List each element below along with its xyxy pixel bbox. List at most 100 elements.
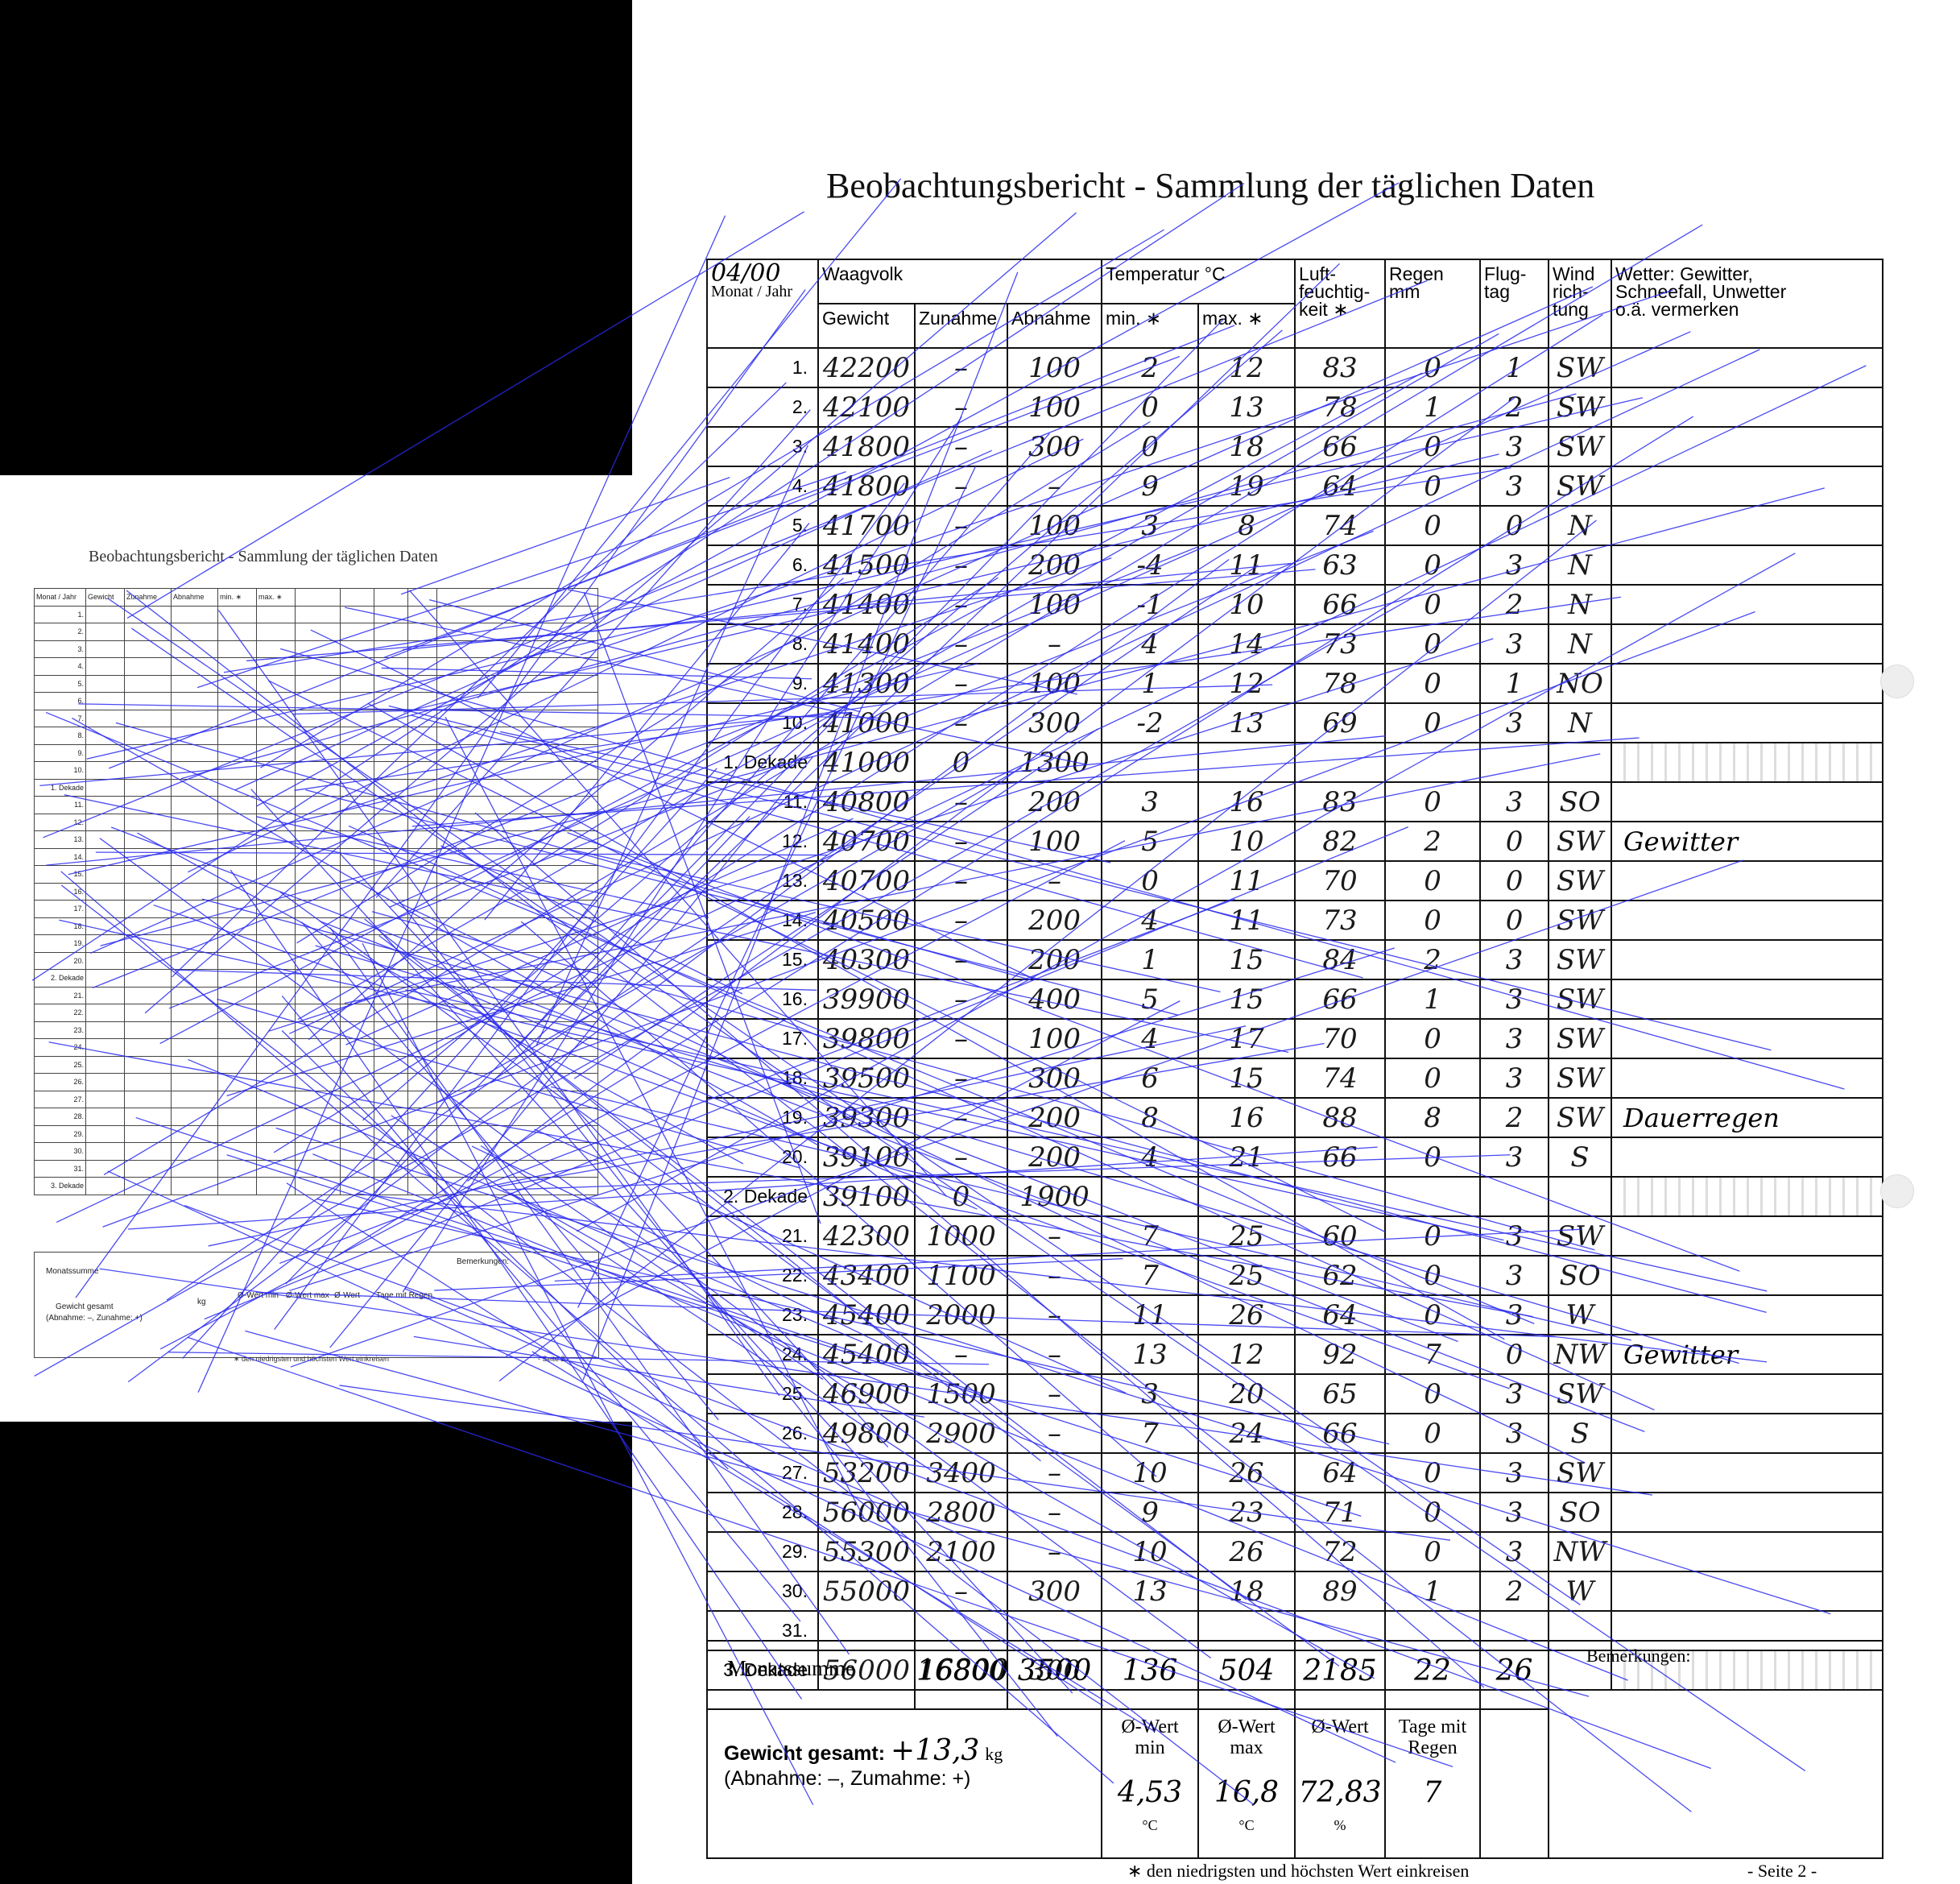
abnahme-cell: 100 [1006,821,1103,862]
thumbnail-empty-cell [374,1124,408,1143]
thumbnail-empty-cell [85,778,125,797]
thumbnail-empty-cell [295,847,341,866]
thumbnail-row-label: 11. [34,796,86,814]
thumbnail-empty-cell [256,951,296,970]
gewicht-cell: 41400 [817,584,916,625]
max-cell: 12 [1197,347,1296,388]
page-title: Beobachtungsbericht - Sammlung der tägli… [826,166,1595,205]
zunahme-cell: – [914,781,1008,822]
luft-cell: 83 [1294,347,1387,388]
luft-cell: 92 [1294,1334,1387,1375]
thumbnail-empty-cell [295,1073,341,1091]
thumbnail-empty-cell [374,1055,408,1074]
thumbnail-empty-cell [217,951,257,970]
abnahme-cell: – [1006,1215,1103,1257]
row-label: 1. [706,347,819,388]
thumbnail-empty-cell [295,1021,341,1039]
thumbnail-empty-cell [217,934,257,953]
wetter-cell [1611,781,1884,822]
max-cell: 19 [1197,466,1296,507]
wetter-cell [1611,1571,1884,1612]
thumbnail-empty-cell [217,1124,257,1143]
table-row: 14. 40500–200 4 11 73 0 0 SW [706,900,1884,941]
thumbnail-empty-cell [295,692,341,710]
thumbnail-empty-cell [217,1038,257,1057]
flug-cell: 3 [1479,544,1550,586]
min-cell: 4 [1101,1137,1200,1178]
footnote: ∗ den niedrigsten und höchsten Wert eink… [1127,1861,1470,1881]
thumbnail-empty-cell [407,1073,437,1091]
thumbnail-empty-cell [217,813,257,831]
thumbnail-empty-cell [256,674,296,693]
thumbnail-empty-cell [171,623,218,641]
min-cell: 0 [1101,387,1200,428]
month-year-value: 04/00 [711,259,781,288]
thumbnail-empty-cell [256,830,296,849]
min-cell: -1 [1101,584,1200,625]
regen-cell: 2 [1384,821,1482,862]
thumbnail-empty-cell [256,813,296,831]
thumbnail-empty-cell [124,674,172,693]
thumbnail-empty-cell [407,882,437,901]
gewicht-cell: 41400 [817,623,916,665]
thumbnail-row-label: 5. [34,674,86,693]
thumbnail-empty-cell [124,709,172,727]
wind-cell: SW [1548,1058,1613,1099]
thumbnail-empty-cell [171,1159,218,1178]
row-label: 8. [706,623,819,665]
thumbnail-empty-cell [85,1073,125,1091]
abnahme-cell: 100 [1006,584,1103,625]
page-number: - Seite 2 - [1747,1861,1817,1881]
zunahme-cell: – [914,860,1008,901]
zunahme-cell: – [914,939,1008,980]
flug-cell: 0 [1479,505,1550,546]
thumbnail-empty-cell [85,727,125,745]
regen-cell [1384,1176,1482,1217]
thumbnail-empty-cell [171,917,218,935]
min-cell: 5 [1101,821,1200,862]
black-region-bottom [0,1422,632,1884]
thumbnail-empty-cell [124,934,172,953]
thumbnail-row-label: 30. [34,1142,86,1161]
thumbnail-empty-cell [85,1124,125,1143]
wind-cell: N [1548,505,1613,546]
thumbnail-row: 13. [34,830,598,849]
thumbnail-empty-cell [124,778,172,797]
abnahme-cell: 1900 [1006,1176,1103,1217]
wind-cell: S [1548,1137,1613,1178]
thumbnail-empty-cell [256,796,296,814]
row-label: 28. [706,1492,819,1533]
thumbnail-row: 14. [34,847,598,866]
regen-cell: 0 [1384,1215,1482,1257]
wind-cell: SW [1548,347,1613,388]
tage-regen-label: Tage mit Regen [1398,1716,1467,1758]
thumbnail-row: 22. [34,1004,598,1022]
abnahme-cell: 1300 [1006,742,1103,783]
min-cell: 10 [1101,1531,1200,1572]
luft-cell: 66 [1294,584,1387,625]
thumbnail-empty-cell [374,657,408,676]
zunahme-cell: – [914,900,1008,941]
thumbnail-empty-cell [171,847,218,866]
abnahme-header: Abnahme [1006,303,1103,349]
thumbnail-empty-cell [407,917,437,935]
thumbnail-empty-cell [340,1038,374,1057]
thumbnail-empty-cell [340,778,374,797]
wind-cell: NW [1548,1531,1613,1572]
thumbnail-empty-cell [436,657,598,676]
thumbnail-empty-cell [217,778,257,797]
wetter-cell [1611,584,1884,625]
thumbnail-row-label: 2. Dekade [34,969,86,988]
gewicht-cell: 41500 [817,544,916,586]
thumbnail-row: 26. [34,1073,598,1091]
thumbnail-empty-cell [256,1038,296,1057]
thumbnail-empty-cell [436,1108,598,1126]
wind-cell: SW [1548,821,1613,862]
zunahme-cell: – [914,663,1008,704]
thumbnail-empty-cell [407,1177,437,1195]
empty-cell [1479,1708,1549,1859]
wetter-cell [1611,663,1884,704]
thumbnail-empty-cell [256,847,296,866]
regen-cell: 0 [1384,1413,1482,1454]
flug-cell: 1 [1479,347,1550,388]
